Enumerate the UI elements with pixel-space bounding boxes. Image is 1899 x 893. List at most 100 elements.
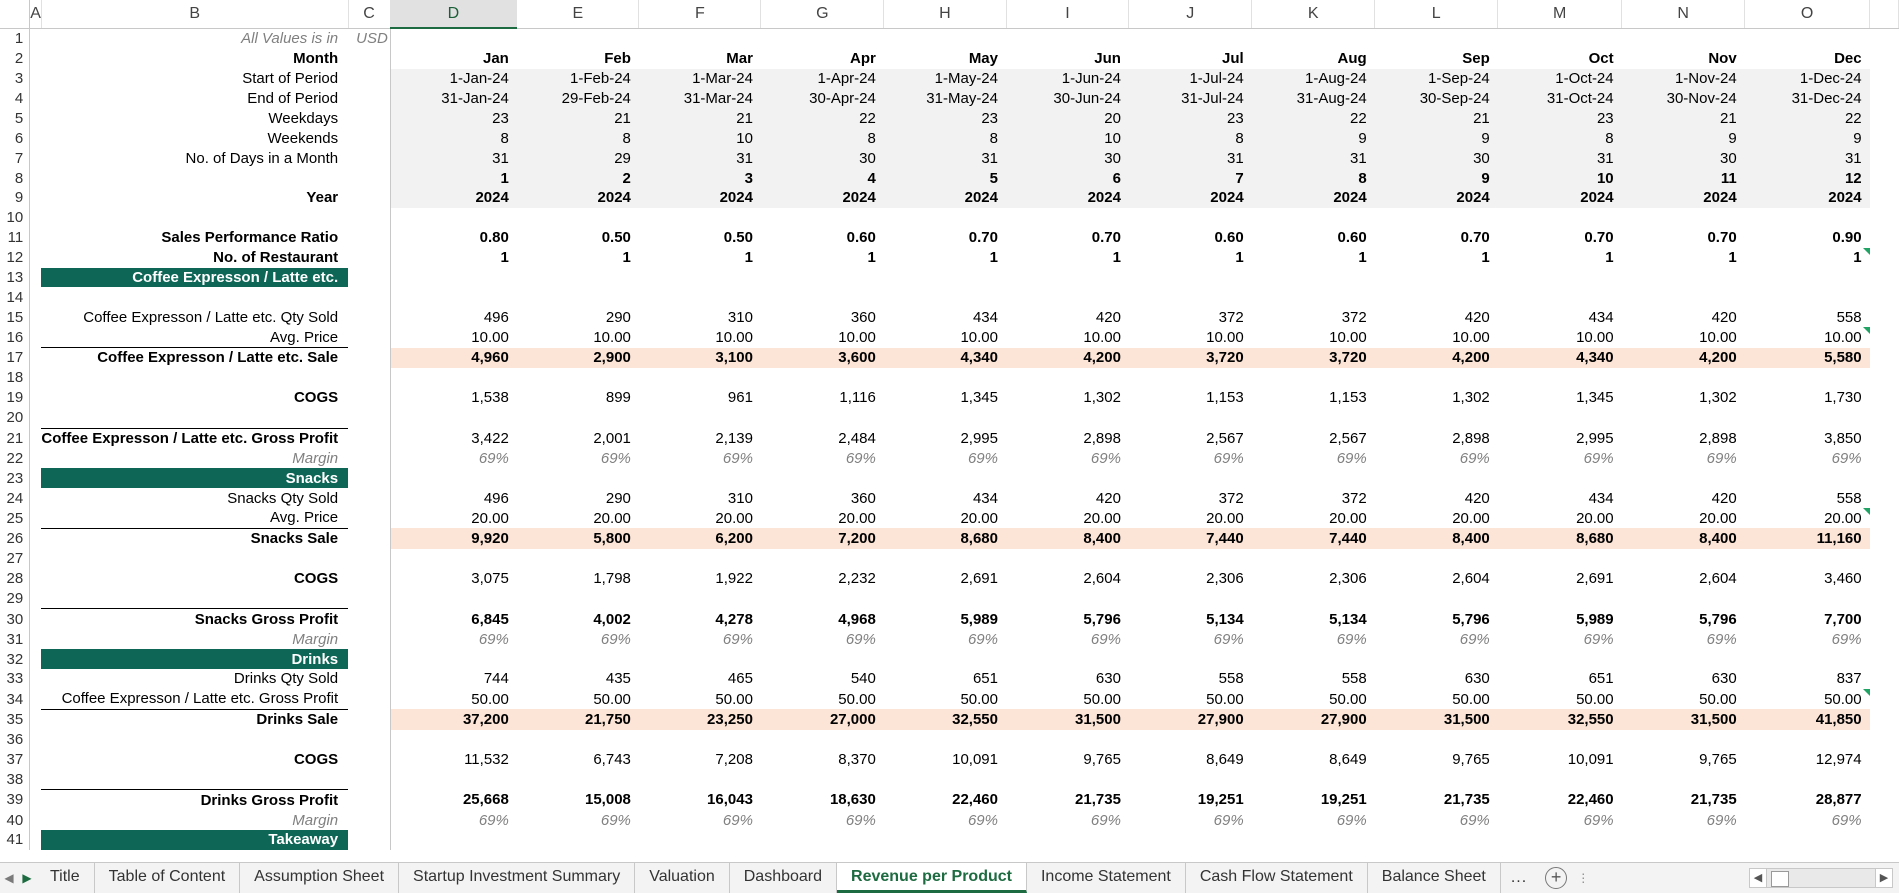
row-number[interactable]: 11	[0, 227, 31, 248]
cell-value[interactable]: 1,116	[839, 389, 876, 407]
cell-value[interactable]	[1498, 589, 1622, 609]
cell-value[interactable]: 3,720	[1251, 347, 1375, 368]
cell-value[interactable]: 1	[989, 249, 998, 267]
horizontal-scrollbar[interactable]: ◀ ▶	[1749, 868, 1893, 888]
cell-c[interactable]	[348, 148, 391, 169]
row-label[interactable]	[41, 730, 348, 750]
cell-value[interactable]: 6	[1006, 168, 1129, 188]
cell-value[interactable]: 2024	[760, 188, 884, 208]
cell-value[interactable]	[1129, 830, 1252, 850]
cell-value[interactable]	[761, 830, 884, 850]
cell-value[interactable]	[884, 287, 1006, 307]
cell-value[interactable]	[1006, 549, 1129, 569]
cell-value[interactable]: 69%	[1459, 811, 1490, 829]
cell-value[interactable]: 69%	[1583, 449, 1614, 467]
cell-c[interactable]	[348, 407, 391, 428]
cell-value[interactable]: 1,345	[960, 389, 998, 407]
cell-value[interactable]: 0.60	[1337, 229, 1367, 247]
cell-value[interactable]	[1375, 769, 1498, 789]
cell-value[interactable]: 1-Jul-24	[1128, 68, 1252, 89]
column-header-L[interactable]: L	[1374, 0, 1499, 29]
cell-value[interactable]: 435	[605, 670, 631, 688]
cell-value[interactable]: 9	[1744, 128, 1870, 149]
row-label[interactable]: Margin	[292, 811, 339, 829]
cell-value[interactable]: 1-Dec-24	[1744, 68, 1870, 89]
row-number[interactable]: 20	[0, 407, 31, 428]
cell-value[interactable]	[1498, 769, 1622, 789]
cell-value[interactable]: 22	[1744, 108, 1870, 129]
row-label[interactable]	[41, 589, 348, 609]
row-number[interactable]: 26	[0, 528, 31, 549]
cell-value[interactable]: 8	[883, 128, 1006, 149]
cell-c[interactable]	[348, 168, 391, 188]
cell-value[interactable]: 360	[850, 489, 876, 507]
cell-value[interactable]	[517, 368, 639, 388]
cell-value[interactable]: 558	[1836, 489, 1862, 507]
row-label[interactable]	[41, 549, 348, 569]
cell-c[interactable]	[348, 588, 391, 609]
row-label[interactable]: Weekends	[267, 129, 339, 147]
cell-value[interactable]: 23	[1128, 108, 1252, 129]
cell-value[interactable]: 8,649	[1206, 750, 1244, 768]
cell-value[interactable]	[517, 268, 639, 288]
cell-value[interactable]: 31-Oct-24	[1497, 88, 1622, 109]
cell-value[interactable]: 8,680	[883, 528, 1006, 549]
cell-value[interactable]	[1375, 408, 1498, 428]
cell-value[interactable]	[517, 830, 639, 850]
cell-value[interactable]	[884, 830, 1006, 850]
cell-c[interactable]	[348, 709, 391, 730]
cell-value[interactable]: 1	[744, 249, 753, 267]
row-label[interactable]: Start of Period	[242, 70, 339, 88]
cell-value[interactable]: 20.00	[471, 509, 509, 527]
cell-value[interactable]	[884, 549, 1006, 569]
cell-value[interactable]: Mar	[726, 50, 753, 68]
cell-value[interactable]: 11,160	[1744, 528, 1870, 549]
cell-value[interactable]	[1745, 730, 1870, 750]
row-number[interactable]: 25	[0, 508, 31, 529]
cell-value[interactable]: 27,900	[1251, 709, 1375, 730]
cell-value[interactable]: 1	[1728, 249, 1737, 267]
cell-value[interactable]: 651	[972, 670, 998, 688]
cell-value[interactable]: 30	[1374, 148, 1498, 169]
cell-value[interactable]: 630	[1095, 670, 1121, 688]
cell-value[interactable]	[1375, 208, 1498, 228]
cell-value[interactable]	[1622, 268, 1745, 288]
cell-c[interactable]	[348, 629, 391, 650]
cell-value[interactable]: 69%	[1336, 630, 1367, 648]
cell-value[interactable]: 50.00	[1576, 690, 1614, 708]
cell-value[interactable]: 1,302	[1699, 389, 1737, 407]
cell-value[interactable]: 2,306	[1206, 570, 1244, 588]
cell-value[interactable]: 69%	[1336, 449, 1367, 467]
cell-value[interactable]	[390, 368, 517, 388]
cell-value[interactable]: 69%	[845, 630, 876, 648]
cell-value[interactable]: 2,898	[1699, 429, 1737, 447]
cell-value[interactable]: 2,691	[960, 570, 998, 588]
cell-value[interactable]: 5	[883, 168, 1006, 188]
cell-c[interactable]	[348, 307, 391, 328]
cell-value[interactable]: 19,251	[1320, 791, 1367, 809]
cell-value[interactable]: 23,250	[638, 709, 761, 730]
cell-value[interactable]	[761, 769, 884, 789]
cell-value[interactable]	[639, 769, 761, 789]
cell-value[interactable]: 0.50	[601, 229, 631, 247]
cell-value[interactable]: 0.90	[1832, 229, 1862, 247]
cell-value[interactable]	[1745, 208, 1870, 228]
cell-value[interactable]: 10.00	[471, 328, 509, 346]
row-label[interactable]: Drinks Qty Sold	[233, 670, 339, 688]
cell-value[interactable]	[390, 649, 517, 669]
cell-c[interactable]	[348, 688, 391, 710]
cell-value[interactable]: 372	[1218, 489, 1244, 507]
cell-value[interactable]: 50.00	[471, 690, 509, 708]
cell-value[interactable]: 50.00	[1452, 690, 1490, 708]
column-header-K[interactable]: K	[1251, 0, 1376, 29]
cell-value[interactable]	[1375, 28, 1498, 49]
cell-value[interactable]: 30-Jun-24	[1006, 88, 1129, 109]
cell-value[interactable]	[761, 268, 884, 288]
cell-value[interactable]	[1622, 549, 1745, 569]
cell-value[interactable]: 69%	[967, 811, 998, 829]
cell-value[interactable]: 30-Nov-24	[1621, 88, 1745, 109]
cell-value[interactable]	[390, 408, 517, 428]
cell-value[interactable]	[390, 287, 517, 307]
cell-value[interactable]	[1498, 268, 1622, 288]
cell-c[interactable]	[348, 188, 391, 208]
